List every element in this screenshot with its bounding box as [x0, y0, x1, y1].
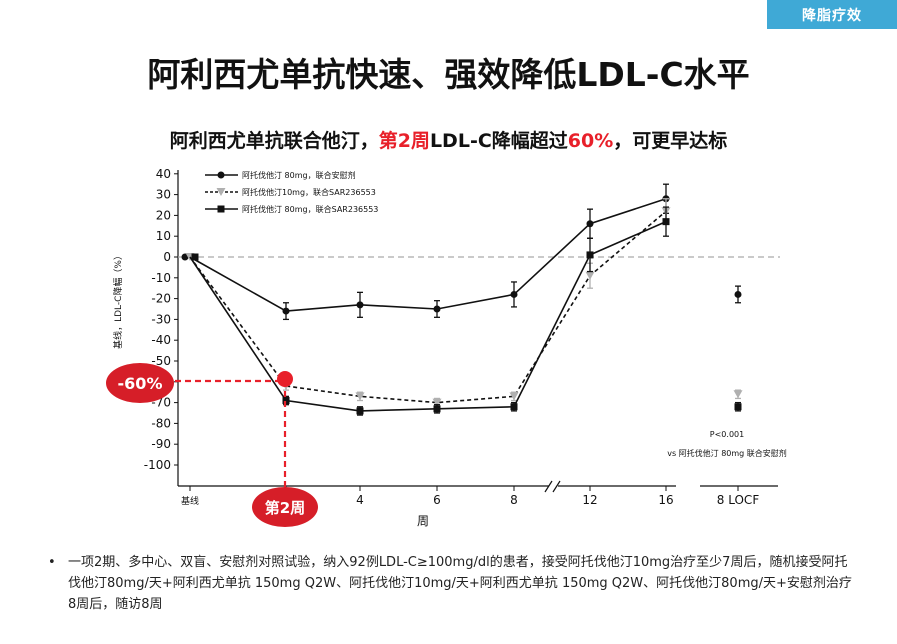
- callout-value-bubble: [106, 363, 174, 403]
- y-axis-tick-label: 20: [156, 208, 171, 222]
- subtitle-part3: ，可更早达标: [613, 130, 728, 152]
- legend-label: 阿托伐他汀 80mg，联合安慰剂: [242, 170, 356, 180]
- axis-break-mark: [544, 480, 553, 493]
- data-point-series-1: [510, 290, 518, 298]
- callout-value-text: -60%: [118, 374, 163, 393]
- page-subtitle: 阿利西尤单抗联合他汀，第2周LDL-C降幅超过60%，可更早达标: [0, 126, 897, 153]
- data-point-series-1: [586, 220, 594, 228]
- footnote: • 一项2期、多中心、双盲、安慰剂对照试验，纳入92例LDL-C≥100mg/d…: [48, 552, 858, 615]
- legend-label: 阿托伐他汀 80mg，联合SAR236553: [242, 204, 378, 214]
- series-line-1: [189, 197, 667, 312]
- y-axis-tick-label: -50: [151, 354, 171, 368]
- callout-point: [277, 371, 293, 387]
- section-tag: 降脂疗效: [767, 0, 897, 29]
- legend-label: 阿托伐他汀10mg，联合SAR236553: [242, 187, 376, 197]
- y-axis-tick-label: 30: [156, 188, 171, 202]
- data-point-series-1: [356, 301, 364, 309]
- footnote-text: 一项2期、多中心、双盲、安慰剂对照试验，纳入92例LDL-C≥100mg/dl的…: [68, 555, 852, 612]
- data-point-series-2: [355, 392, 365, 401]
- data-point-series-3: [191, 253, 199, 261]
- legend-marker: [217, 171, 225, 179]
- x-axis-tick-label: 4: [356, 493, 364, 507]
- y-axis-tick-label: -100: [144, 458, 171, 472]
- p-value-label: P<0.001: [710, 430, 744, 439]
- data-point-series-3: [282, 397, 290, 405]
- series-line-2: [189, 210, 667, 404]
- y-axis-tick-label: -80: [151, 416, 171, 430]
- y-axis-tick-label: -90: [151, 437, 171, 451]
- data-point-series-2: [733, 390, 743, 399]
- data-point-series-3: [433, 405, 441, 413]
- page-title: 阿利西尤单抗快速、强效降低LDL-C水平: [147, 55, 750, 94]
- y-axis-tick-label: -10: [151, 271, 171, 285]
- y-axis-tick-label: 10: [156, 229, 171, 243]
- subtitle-highlight-percent: 60%: [567, 130, 614, 152]
- x-axis-tick-label: 基线: [181, 495, 199, 507]
- x-axis-tick-label: 12: [582, 493, 597, 507]
- data-point-series-1: [181, 253, 189, 261]
- data-point-series-1: [433, 305, 441, 313]
- y-axis-tick-label: 0: [163, 250, 171, 264]
- data-point-series-1: [734, 290, 742, 298]
- subtitle-highlight-week: 第2周: [378, 130, 430, 152]
- series-line-3: [189, 220, 667, 412]
- callout-week-bubble: [252, 487, 318, 527]
- callout-week-text: 第2周: [265, 499, 305, 517]
- y-axis-tick-label: -40: [151, 333, 171, 347]
- legend-marker: [217, 205, 225, 213]
- data-point-series-2: [432, 398, 442, 407]
- data-point-series-2: [509, 392, 519, 401]
- y-axis-tick-label: 40: [156, 167, 171, 181]
- p-value-comparison-label: vs 阿托伐他汀 80mg 联合安慰剂: [667, 448, 787, 458]
- subtitle-part2: LDL-C降幅超过: [429, 130, 568, 152]
- legend-marker: [216, 188, 226, 196]
- x-axis-tick-label: 8 LOCF: [717, 493, 760, 507]
- x-axis-tick-label: 8: [510, 493, 518, 507]
- data-point-series-3: [356, 407, 364, 415]
- x-axis-label: 周: [417, 514, 429, 528]
- data-point-series-1: [282, 307, 290, 315]
- y-axis-tick-label: -30: [151, 312, 171, 326]
- data-point-series-3: [586, 251, 594, 259]
- x-axis-tick-label: 6: [433, 493, 441, 507]
- y-axis-tick-label: -20: [151, 292, 171, 306]
- data-point-series-3: [662, 218, 670, 226]
- subtitle-part1: 阿利西尤单抗联合他汀，: [169, 130, 379, 152]
- y-axis-label: 基线，LDL-C降幅（%）: [112, 251, 124, 349]
- data-point-series-3: [510, 403, 518, 411]
- bullet-icon: •: [48, 555, 56, 570]
- axis-break-mark: [552, 480, 561, 493]
- data-point-series-2: [585, 271, 595, 280]
- data-point-series-3: [734, 403, 742, 411]
- x-axis-tick-label: 16: [658, 493, 673, 507]
- ldl-reduction-chart: 403020100-10-20-30-40-50-60-70-80-90-100…: [106, 167, 787, 528]
